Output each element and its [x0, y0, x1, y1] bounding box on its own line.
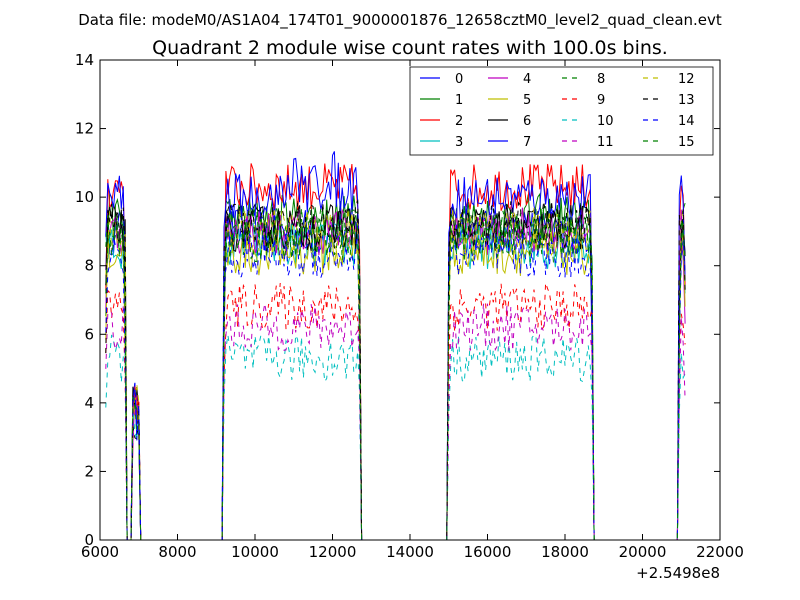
x-tick-label: 18000 [541, 543, 589, 561]
x-tick-label: 16000 [464, 543, 512, 561]
series-line-15 [105, 214, 686, 541]
series-line-10 [105, 334, 686, 541]
legend-label-6: 6 [523, 114, 531, 129]
series-line-11 [105, 303, 686, 541]
x-tick-label: 20000 [619, 543, 667, 561]
series-line-14 [105, 231, 686, 541]
x-tick-label: 8000 [158, 543, 196, 561]
y-tick-label: 2 [84, 462, 94, 480]
y-tick-label: 8 [84, 257, 94, 275]
plot-area-frame [99, 59, 721, 541]
legend-label-10: 10 [597, 114, 614, 129]
legend-label-2: 2 [455, 114, 463, 129]
x-tick-label: 22000 [696, 543, 744, 561]
y-tick-label: 10 [75, 188, 94, 206]
series-line-4 [105, 206, 686, 541]
chart-title: Quadrant 2 module wise count rates with … [152, 37, 668, 59]
x-axis-offset-label: +2.5498e8 [636, 564, 720, 582]
series-line-12 [105, 207, 686, 541]
y-tick-label: 12 [75, 120, 94, 138]
series-line-1 [105, 192, 686, 541]
legend-label-8: 8 [597, 72, 605, 87]
x-tick-label: 14000 [386, 543, 434, 561]
legend-label-4: 4 [523, 72, 531, 87]
legend-label-0: 0 [455, 72, 463, 87]
series-line-0 [105, 207, 686, 541]
series-line-8 [105, 207, 686, 541]
series-line-6 [105, 203, 686, 541]
series-line-7 [105, 151, 686, 541]
legend-label-12: 12 [678, 72, 695, 87]
legend-label-1: 1 [455, 93, 463, 108]
series-line-3 [105, 221, 686, 541]
series-line-13 [105, 199, 686, 541]
x-tick-label: 12000 [309, 543, 357, 561]
x-axis-ticks: 6000 8000 10000 12000 14000 16000 18000 20000 22… [81, 60, 744, 561]
y-tick-label: 6 [84, 325, 94, 343]
legend-label-13: 13 [678, 93, 695, 108]
legend-label-15: 15 [678, 135, 695, 150]
series-line-2 [105, 163, 686, 541]
legend-label-5: 5 [523, 93, 531, 108]
legend-label-7: 7 [523, 135, 531, 150]
y-tick-label: 0 [84, 531, 94, 549]
y-tick-label: 14 [75, 51, 94, 69]
legend-label-11: 11 [597, 135, 614, 150]
plot-lines [105, 151, 686, 541]
legend-label-3: 3 [455, 135, 463, 150]
y-tick-label: 4 [84, 394, 94, 412]
data-file-suptitle: Data file: modeM0/AS1A04_174T01_90000018… [78, 11, 722, 30]
x-tick-label: 6000 [81, 543, 119, 561]
series-line-5 [105, 227, 686, 541]
legend-label-9: 9 [597, 93, 605, 108]
legend-box [409, 66, 714, 156]
legend-label-14: 14 [678, 114, 695, 129]
x-tick-label: 10000 [231, 543, 279, 561]
series-line-9 [105, 282, 686, 541]
